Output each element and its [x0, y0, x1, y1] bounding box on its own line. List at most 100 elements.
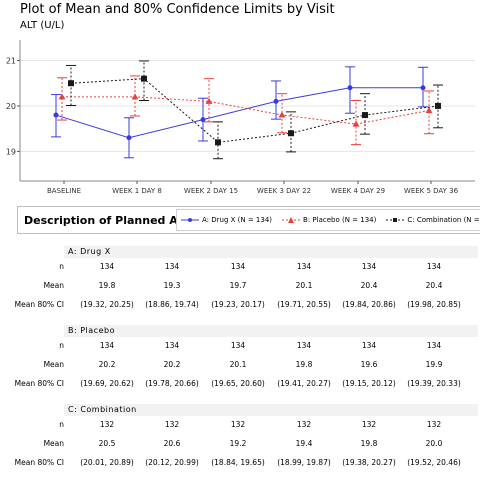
data-point-drug — [200, 117, 206, 123]
table-row-label: Mean — [43, 439, 64, 448]
data-point-combo — [435, 102, 441, 109]
data-point-combo — [141, 75, 147, 82]
data-point-combo — [68, 80, 74, 87]
chart-title: Plot of Mean and 80% Confidence Limits b… — [20, 2, 335, 17]
legend-label-combo: C: Combination (N = 132) — [407, 216, 480, 224]
data-point-placebo — [131, 93, 139, 100]
series-line-combo — [70, 78, 439, 143]
table-cell: 132 — [164, 420, 180, 429]
y-tick-label: 20 — [6, 102, 16, 111]
chart-plot: 19 20 21 BASELINE WEEK 1 DAY 8 WEEK 2 DAY 15 W… — [6, 40, 475, 195]
data-point-combo — [362, 112, 368, 119]
table-cell: (19.23, 20.17) — [211, 300, 265, 309]
table-cell: 132 — [230, 420, 246, 429]
legend-marker-placebo — [282, 217, 301, 223]
y-tick-label: 21 — [6, 56, 16, 65]
table-cell: 20.1 — [295, 281, 313, 290]
table-row-label: n — [59, 420, 64, 429]
table-cell: 134 — [361, 341, 377, 350]
table-cell: 19.7 — [229, 281, 247, 290]
legend-marker-drug — [181, 218, 199, 222]
table-cell: 132 — [99, 420, 115, 429]
table-row-label: n — [59, 341, 64, 350]
table-cell: 20.0 — [425, 439, 443, 448]
table-cell: 134 — [296, 341, 312, 350]
table-row-label: Mean 80% CI — [14, 379, 64, 388]
table-cell: (19.98, 20.85) — [407, 300, 461, 309]
plot-panel — [20, 40, 475, 181]
table-cell: 20.6 — [163, 439, 181, 448]
x-tick-label: WEEK 5 DAY 36 — [404, 187, 459, 195]
data-point-placebo — [278, 111, 286, 118]
legend-label-placebo: B: Placebo (N = 134) — [303, 216, 377, 224]
data-point-combo — [215, 139, 221, 146]
legend-item-combo: C: Combination (N = 132) — [386, 216, 480, 224]
table-cell: (19.84, 20.86) — [342, 300, 396, 309]
table-cell: (20.12, 20.99) — [145, 458, 199, 467]
table-cell: 134 — [426, 341, 442, 350]
table-cell: (19.39, 20.33) — [407, 379, 461, 388]
legend-row: Description of Planned Arm A: Drug X (N … — [17, 206, 480, 234]
table-section-header: A: Drug X — [64, 246, 478, 258]
table-cell: (19.32, 20.25) — [80, 300, 134, 309]
table-cell: 20.2 — [163, 360, 181, 369]
y-tick-label: 19 — [6, 147, 16, 156]
table-cell: 19.8 — [295, 360, 313, 369]
table-cell: 19.9 — [425, 360, 443, 369]
table-cell: 132 — [296, 420, 312, 429]
table-cell: (20.01, 20.89) — [80, 458, 134, 467]
x-tick-label: WEEK 3 DAY 22 — [257, 187, 311, 195]
legend-label-drug: A: Drug X (N = 134) — [202, 216, 273, 224]
x-tick-label: WEEK 2 DAY 15 — [184, 187, 238, 195]
table-cell: 134 — [361, 262, 377, 271]
table-cell: (19.15, 20.12) — [342, 379, 396, 388]
table-cell: 132 — [426, 420, 442, 429]
table-cell: 19.4 — [295, 439, 313, 448]
data-point-drug — [126, 135, 132, 141]
table-row-label: Mean 80% CI — [14, 300, 64, 309]
table-cell: (19.38, 20.27) — [342, 458, 396, 467]
table-cell: 134 — [99, 341, 115, 350]
legend: A: Drug X (N = 134) B: Placebo (N = 134)… — [176, 209, 480, 231]
data-point-combo — [288, 130, 294, 137]
table-cell: 20.1 — [229, 360, 247, 369]
legend-marker-combo — [386, 218, 405, 222]
table-cell: (19.78, 20.66) — [145, 379, 199, 388]
table-row-label: Mean — [43, 360, 64, 369]
table-cell: 19.6 — [360, 360, 378, 369]
table-cell: (19.69, 20.62) — [80, 379, 134, 388]
table-cell: 134 — [296, 262, 312, 271]
data-point-placebo — [425, 107, 433, 113]
table-section-header: C: Combination — [64, 404, 478, 416]
data-point-drug — [273, 98, 279, 104]
table-cell: 19.8 — [360, 439, 378, 448]
table-cell: 134 — [99, 262, 115, 271]
table-row-label: Mean 80% CI — [14, 458, 64, 467]
table-section-header: B: Placebo — [64, 325, 478, 337]
data-point-drug — [53, 112, 59, 118]
table-cell: 19.3 — [163, 281, 181, 290]
data-point-placebo — [58, 93, 66, 100]
table-cell: (19.65, 20.60) — [211, 379, 265, 388]
table-cell: (19.41, 20.27) — [277, 379, 331, 388]
series-line-placebo — [62, 96, 430, 125]
data-point-placebo — [352, 120, 360, 127]
table-cell: 19.8 — [98, 281, 116, 290]
table-cell: 134 — [164, 262, 180, 271]
data-point-drug — [420, 85, 426, 91]
table-cell: 134 — [164, 341, 180, 350]
data-point-placebo — [205, 97, 213, 104]
legend-item-drug: A: Drug X (N = 134) — [181, 216, 272, 224]
x-tick-label: WEEK 1 DAY 8 — [112, 187, 162, 195]
table-cell: (18.84, 19.65) — [211, 458, 265, 467]
table-cell: 20.5 — [98, 439, 116, 448]
table-cell: 19.2 — [229, 439, 247, 448]
series-line-drug — [55, 87, 423, 139]
table-cell: 134 — [230, 262, 246, 271]
x-tick-label: BASELINE — [47, 187, 81, 195]
table-cell: (18.99, 19.87) — [277, 458, 331, 467]
table-cell: (18.86, 19.74) — [145, 300, 199, 309]
data-point-drug — [347, 85, 353, 91]
y-axis-label: ALT (U/L) — [20, 20, 65, 31]
x-tick-label: WEEK 4 DAY 29 — [331, 187, 385, 195]
